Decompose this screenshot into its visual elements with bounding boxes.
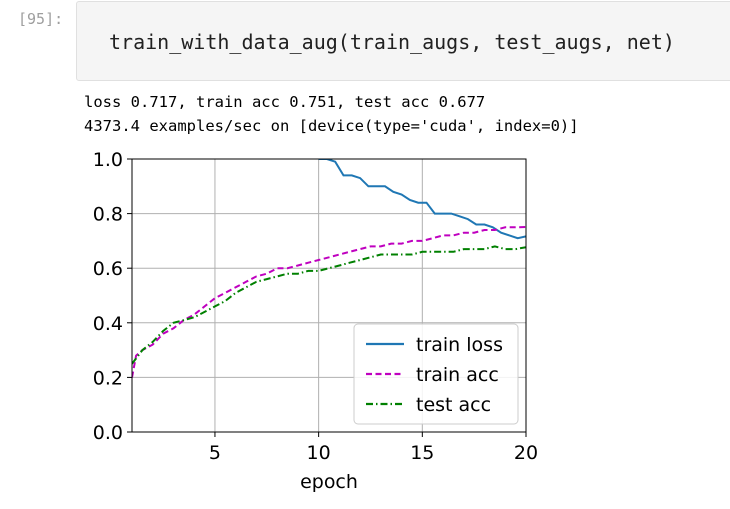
x-axis-label: epoch [300, 471, 358, 493]
x-tick-label: 10 [307, 442, 331, 464]
series-line-train-loss [318, 159, 526, 240]
series-line-test-acc [132, 245, 526, 365]
legend-label: train acc [416, 364, 499, 386]
y-tick-label: 0.4 [93, 313, 123, 335]
y-tick-label: 0.0 [93, 422, 123, 444]
legend-label: train loss [416, 334, 503, 356]
y-tick-label: 0.2 [93, 367, 123, 389]
y-tick-label: 0.8 [93, 204, 123, 226]
y-tick-label: 0.6 [93, 258, 123, 280]
y-tick-label: 1.0 [93, 149, 123, 171]
cell-prompt: [95]: [18, 10, 64, 28]
code-text[interactable]: train_with_data_aug(train_augs, test_aug… [109, 30, 675, 54]
x-tick-label: 15 [410, 442, 434, 464]
output-line-2: 4373.4 examples/sec on [device(type='cud… [84, 117, 579, 135]
legend-box [353, 323, 519, 425]
output-line-1: loss 0.717, train acc 0.751, test acc 0.… [84, 93, 486, 111]
legend-label: test acc [416, 394, 491, 416]
series-line-train-acc [132, 226, 526, 378]
axes-frame [131, 158, 527, 433]
x-tick-label: 5 [209, 442, 221, 464]
code-cell[interactable]: train_with_data_aug(train_augs, test_aug… [76, 1, 730, 81]
x-tick-label: 20 [514, 442, 538, 464]
training-chart: 5 10 15 20 0.0 0.2 0.4 0.6 0.8 1.0 epoch train loss… [93, 149, 538, 493]
